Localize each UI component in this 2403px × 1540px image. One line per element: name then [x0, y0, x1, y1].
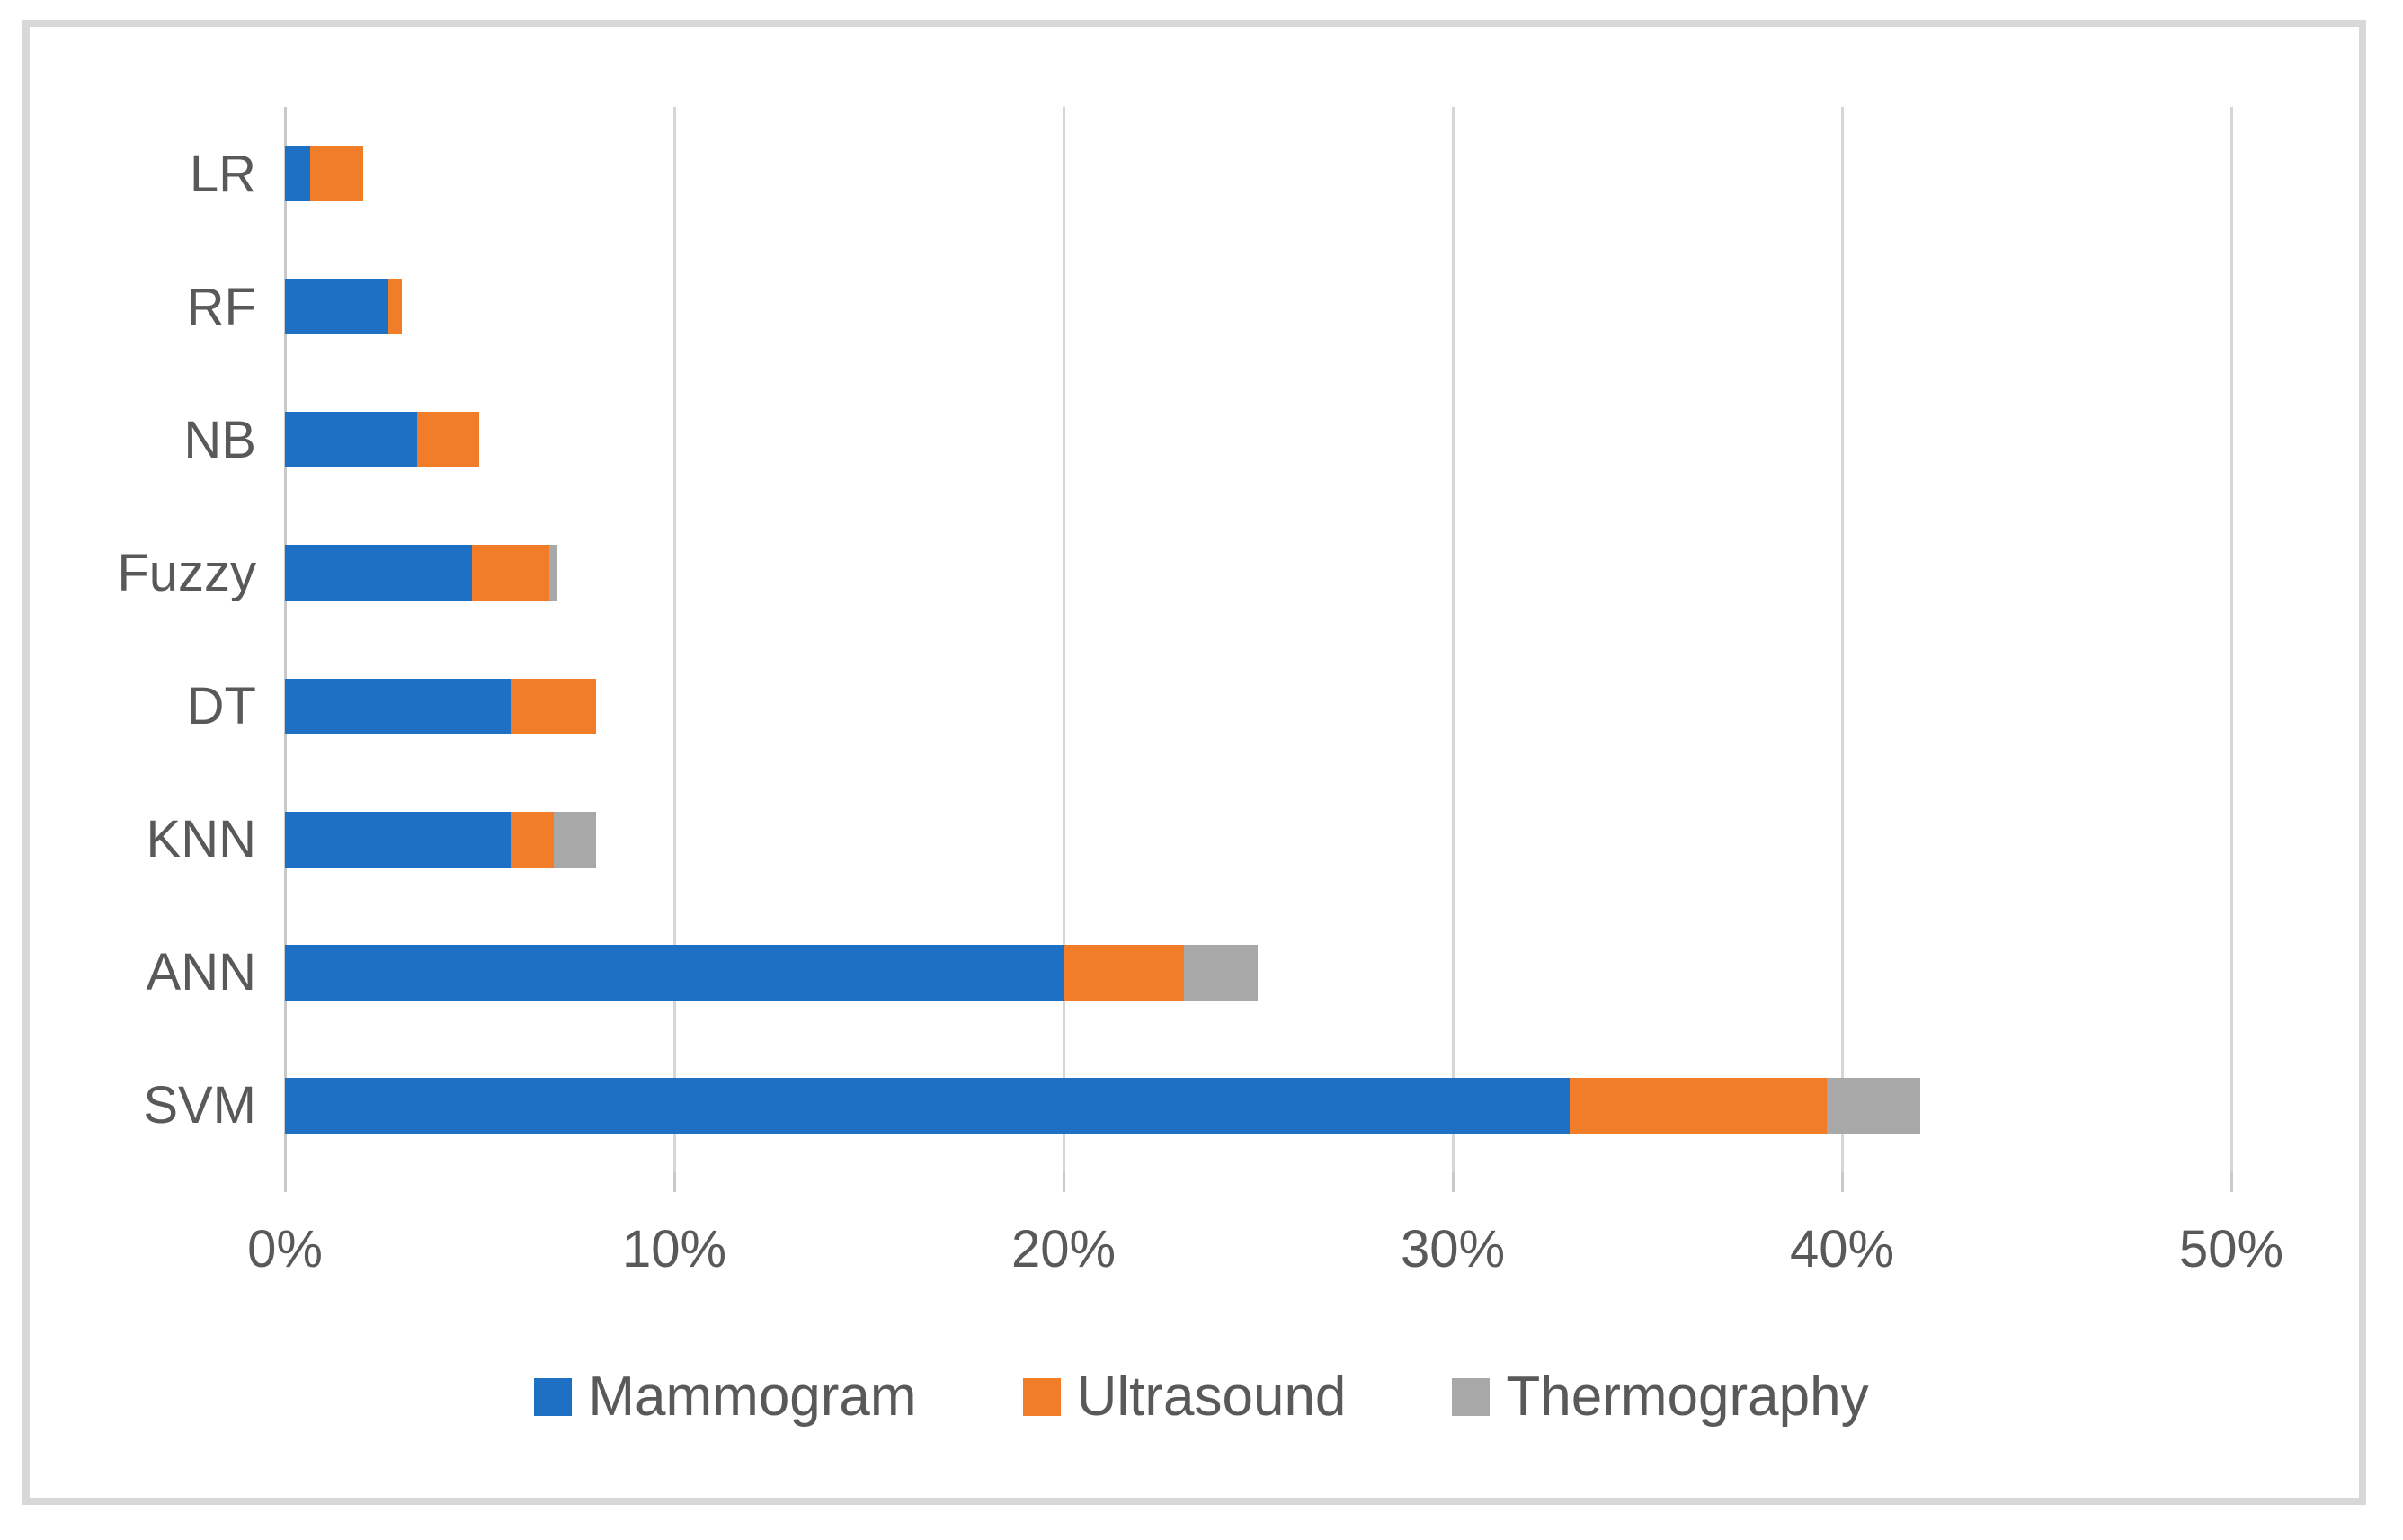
- y-axis-label: RF: [186, 277, 256, 336]
- bar-segment-mammogram: [285, 146, 311, 202]
- bar-segment-mammogram: [285, 545, 472, 601]
- bar-segment-mammogram: [285, 678, 512, 734]
- bar-segment-mammogram: [285, 944, 1064, 1001]
- y-axis-label: DT: [186, 677, 256, 736]
- bar-segment-mammogram: [285, 811, 512, 868]
- chart-frame: [22, 20, 2366, 1505]
- bar-segment-mammogram: [285, 279, 388, 335]
- legend-item-ultrasound: Ultrasound: [1022, 1365, 1347, 1429]
- bar-row: [285, 412, 480, 468]
- y-axis-label: NB: [183, 410, 256, 469]
- x-axis-tick-label: 0%: [247, 1220, 323, 1278]
- bar-row: [285, 545, 558, 601]
- y-axis-label: KNN: [146, 810, 256, 869]
- legend-swatch-thermography: [1452, 1377, 1491, 1416]
- axis-tick: [672, 1172, 676, 1192]
- x-axis-tick-label: 50%: [2178, 1220, 2284, 1278]
- bar-segment-ultrasound: [511, 811, 554, 868]
- x-axis-tick-label: 30%: [1400, 1220, 1506, 1278]
- legend-label: Mammogram: [588, 1366, 917, 1428]
- legend-item-thermography: Thermography: [1452, 1365, 1869, 1429]
- gridline: [1451, 107, 1455, 1172]
- y-axis-label: Fuzzy: [117, 543, 256, 602]
- legend-label: Ultrasound: [1076, 1366, 1347, 1428]
- legend-swatch-ultrasound: [1022, 1377, 1061, 1416]
- bar-segment-thermography: [549, 545, 558, 601]
- gridline: [283, 107, 287, 1172]
- bar-row: [285, 944, 1259, 1001]
- axis-tick: [1062, 1172, 1065, 1192]
- gridline: [1840, 107, 1844, 1172]
- x-axis-tick-label: 10%: [621, 1220, 727, 1278]
- legend-swatch-mammogram: [534, 1377, 573, 1416]
- axis-tick: [2229, 1172, 2233, 1192]
- x-axis-tick-label: 40%: [1789, 1220, 1895, 1278]
- bar-segment-mammogram: [285, 1077, 1570, 1134]
- bar-segment-thermography: [1184, 944, 1259, 1001]
- bar-segment-ultrasound: [511, 678, 597, 734]
- bar-segment-ultrasound: [1064, 944, 1185, 1001]
- gridline: [1062, 107, 1065, 1172]
- bar-segment-thermography: [1826, 1077, 1920, 1134]
- axis-tick: [1840, 1172, 1844, 1192]
- bar-segment-ultrasound: [417, 412, 480, 468]
- bar-segment-ultrasound: [310, 146, 363, 202]
- bar-segment-mammogram: [285, 412, 418, 468]
- y-axis-label: SVM: [143, 1076, 256, 1135]
- bar-row: [285, 279, 402, 335]
- bar-segment-thermography: [553, 811, 597, 868]
- bar-row: [285, 146, 363, 202]
- y-axis-label: ANN: [146, 943, 256, 1002]
- bar-segment-ultrasound: [387, 279, 402, 335]
- legend-item-mammogram: Mammogram: [534, 1365, 917, 1429]
- bar-row: [285, 811, 597, 868]
- bar-segment-ultrasound: [1569, 1077, 1827, 1134]
- gridline: [2229, 107, 2233, 1172]
- axis-tick: [283, 1172, 287, 1192]
- bar-row: [285, 678, 597, 734]
- axis-tick: [1451, 1172, 1455, 1192]
- gridline: [672, 107, 676, 1172]
- chart-legend: Mammogram Ultrasound Thermography: [0, 1365, 2403, 1429]
- legend-label: Thermography: [1506, 1366, 1869, 1428]
- bar-segment-ultrasound: [471, 545, 550, 601]
- x-axis-tick-label: 20%: [1010, 1220, 1117, 1278]
- y-axis-label: LR: [189, 144, 256, 203]
- bar-row: [285, 1077, 1920, 1134]
